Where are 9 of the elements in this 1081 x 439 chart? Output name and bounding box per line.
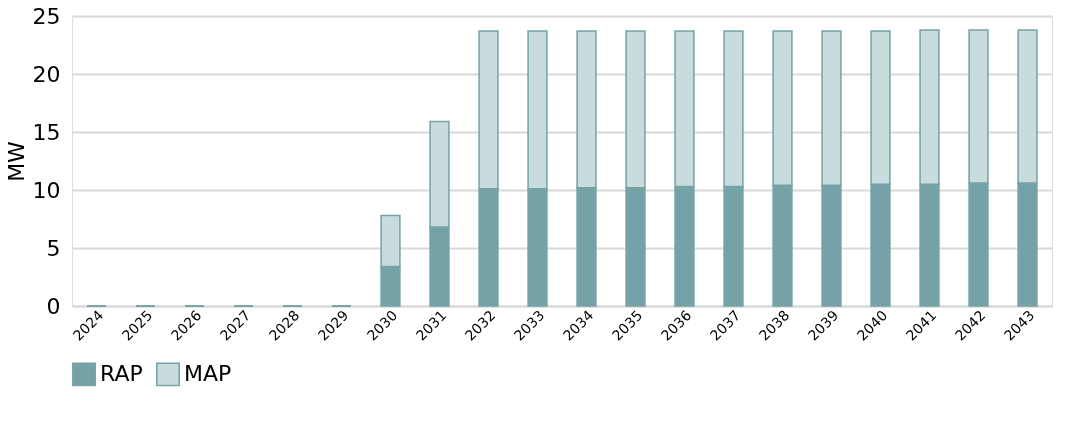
y-tick-label: 5 (46, 235, 61, 261)
y-tick-label: 15 (32, 119, 61, 145)
legend-label: MAP (184, 361, 232, 387)
y-axis-title: MW (3, 140, 29, 182)
y-tick-label: 25 (32, 3, 61, 29)
y-tick-label: 0 (46, 293, 61, 319)
legend-label: RAP (100, 361, 143, 387)
y-tick-label: 10 (32, 177, 61, 203)
y-tick-label: 20 (32, 61, 61, 87)
